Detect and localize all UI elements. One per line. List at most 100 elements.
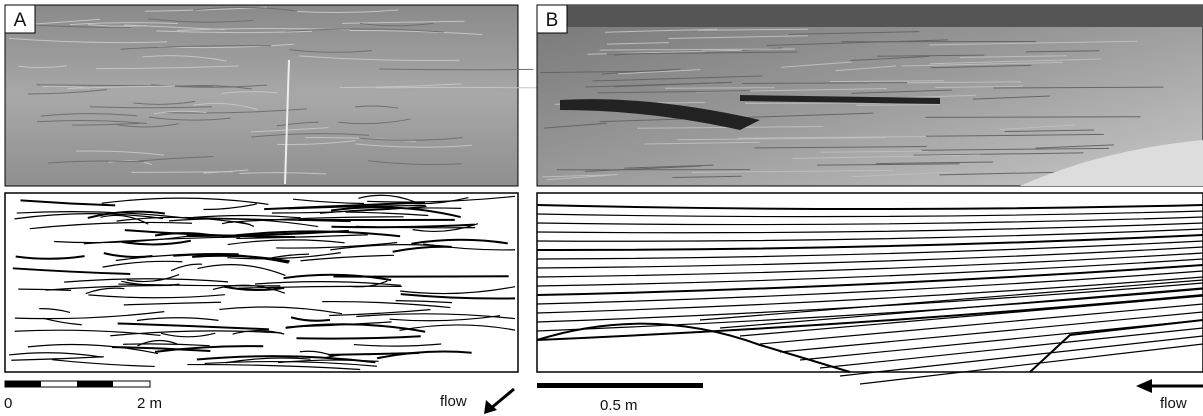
trace bbox=[173, 253, 289, 264]
trace bbox=[359, 137, 463, 141]
trace bbox=[284, 28, 445, 33]
trace bbox=[925, 116, 1141, 118]
trace bbox=[930, 64, 1032, 69]
trace bbox=[295, 9, 399, 14]
trace bbox=[299, 55, 460, 61]
trace bbox=[110, 330, 282, 337]
trace bbox=[14, 213, 164, 220]
trace bbox=[184, 216, 351, 223]
trace bbox=[219, 306, 343, 315]
trace bbox=[411, 238, 508, 245]
trace bbox=[227, 239, 345, 246]
scale-end: 2 m bbox=[137, 395, 162, 412]
trace bbox=[123, 343, 210, 347]
trace bbox=[16, 211, 195, 220]
trace bbox=[192, 214, 301, 219]
flow-arrow bbox=[484, 387, 515, 414]
trace bbox=[45, 284, 173, 291]
trace bbox=[67, 85, 176, 90]
trace bbox=[123, 301, 222, 306]
trace bbox=[353, 343, 442, 347]
trace bbox=[329, 308, 431, 317]
trace bbox=[51, 359, 155, 368]
trace bbox=[75, 150, 165, 156]
trace bbox=[1035, 144, 1115, 149]
trace bbox=[29, 221, 192, 230]
flow-label: flow bbox=[1160, 395, 1187, 412]
trace bbox=[913, 152, 1084, 156]
trace bbox=[225, 357, 311, 364]
trace bbox=[672, 175, 742, 179]
trace bbox=[542, 174, 618, 178]
trace bbox=[677, 137, 887, 141]
trace bbox=[141, 55, 228, 62]
trace bbox=[355, 143, 472, 148]
trace bbox=[930, 58, 1101, 65]
trace bbox=[536, 240, 1203, 260]
trace bbox=[536, 294, 1203, 341]
trace bbox=[40, 113, 138, 117]
trace bbox=[103, 252, 153, 258]
trace bbox=[193, 6, 298, 12]
scale-start: 0 bbox=[4, 395, 12, 412]
trace bbox=[221, 91, 278, 94]
trace bbox=[120, 45, 272, 50]
trace bbox=[193, 102, 258, 111]
trace bbox=[322, 300, 451, 309]
trace bbox=[276, 241, 398, 249]
photo-b bbox=[536, 4, 1203, 187]
trace bbox=[623, 164, 714, 169]
trace bbox=[289, 49, 372, 53]
drawing-b bbox=[536, 192, 1203, 385]
trace bbox=[239, 172, 327, 175]
trace bbox=[601, 68, 681, 75]
trace bbox=[929, 40, 1138, 46]
trace bbox=[328, 352, 420, 356]
trace bbox=[123, 24, 225, 31]
trace bbox=[543, 122, 607, 129]
trace bbox=[536, 228, 1203, 242]
trace bbox=[697, 28, 809, 31]
trace bbox=[359, 22, 434, 27]
trace bbox=[197, 264, 286, 277]
trace bbox=[221, 230, 401, 238]
trace bbox=[536, 270, 1203, 305]
trace bbox=[935, 85, 1023, 89]
trace bbox=[37, 120, 147, 124]
panel-label: A bbox=[14, 10, 27, 31]
trace bbox=[1004, 129, 1095, 133]
trace bbox=[319, 207, 462, 214]
trace bbox=[536, 204, 1203, 210]
trace bbox=[124, 229, 296, 238]
trace bbox=[36, 84, 213, 87]
trace bbox=[27, 343, 159, 355]
trace bbox=[148, 18, 254, 23]
trace bbox=[8, 352, 102, 358]
trace bbox=[121, 239, 191, 246]
trace bbox=[72, 122, 141, 126]
trace bbox=[196, 355, 376, 364]
label-box bbox=[4, 4, 36, 34]
trace bbox=[101, 197, 269, 206]
trace bbox=[597, 90, 751, 94]
trace bbox=[338, 118, 411, 125]
trace bbox=[739, 295, 1203, 337]
trace bbox=[604, 28, 718, 33]
trace bbox=[330, 206, 461, 219]
trace bbox=[96, 65, 239, 70]
trace bbox=[592, 75, 763, 82]
trace bbox=[599, 48, 795, 51]
trace bbox=[999, 124, 1076, 131]
trace bbox=[283, 273, 392, 282]
trace bbox=[400, 293, 516, 300]
trace bbox=[376, 350, 472, 360]
trace bbox=[227, 252, 341, 260]
trace bbox=[251, 133, 369, 138]
trace bbox=[392, 245, 452, 253]
trace bbox=[901, 61, 1063, 67]
trace bbox=[111, 346, 211, 352]
trace bbox=[358, 194, 416, 203]
trace bbox=[339, 83, 462, 89]
trace bbox=[300, 254, 394, 262]
trace bbox=[160, 108, 307, 114]
